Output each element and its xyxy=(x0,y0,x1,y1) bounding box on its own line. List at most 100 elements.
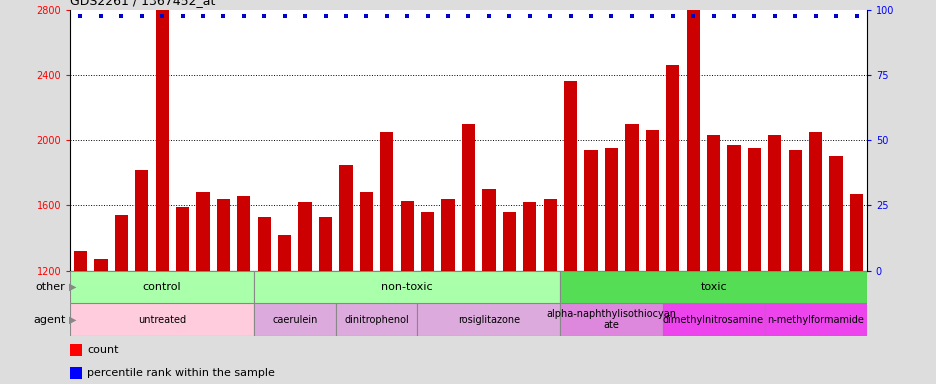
Bar xyxy=(563,81,577,384)
Bar xyxy=(95,259,108,384)
Text: GDS2261 / 1367452_at: GDS2261 / 1367452_at xyxy=(70,0,215,7)
Bar xyxy=(70,303,254,336)
Bar xyxy=(114,215,128,384)
Point xyxy=(502,13,517,19)
Point xyxy=(419,13,434,19)
Bar xyxy=(318,217,332,384)
Bar xyxy=(560,271,866,303)
Bar xyxy=(441,199,454,384)
Point xyxy=(848,13,863,19)
Text: untreated: untreated xyxy=(138,314,186,325)
Bar xyxy=(503,212,516,384)
Bar xyxy=(849,194,862,384)
Bar xyxy=(706,135,720,384)
Point xyxy=(521,13,536,19)
Bar xyxy=(339,165,352,384)
Bar xyxy=(461,124,475,384)
Bar xyxy=(726,145,739,384)
Text: n-methylformamide: n-methylformamide xyxy=(767,314,863,325)
Bar xyxy=(401,200,414,384)
Point xyxy=(665,13,680,19)
Point xyxy=(746,13,761,19)
Point xyxy=(623,13,638,19)
Point xyxy=(583,13,598,19)
Bar xyxy=(522,202,535,384)
Bar xyxy=(70,367,81,379)
Point xyxy=(481,13,496,19)
Point xyxy=(542,13,557,19)
Point xyxy=(338,13,353,19)
Bar xyxy=(584,150,597,384)
Bar xyxy=(216,199,230,384)
Bar xyxy=(662,303,764,336)
Bar xyxy=(420,212,433,384)
Point xyxy=(196,13,211,19)
Point xyxy=(685,13,700,19)
Point xyxy=(73,13,88,19)
Text: control: control xyxy=(142,282,182,292)
Point xyxy=(94,13,109,19)
Point xyxy=(113,13,128,19)
Point xyxy=(175,13,190,19)
Text: caerulein: caerulein xyxy=(272,314,317,325)
Bar xyxy=(176,207,189,384)
Bar xyxy=(335,303,417,336)
Point xyxy=(563,13,578,19)
Text: ▶: ▶ xyxy=(69,282,77,292)
Point xyxy=(134,13,149,19)
Bar xyxy=(764,303,866,336)
Point xyxy=(725,13,740,19)
Bar xyxy=(747,148,760,384)
Bar xyxy=(197,192,210,384)
Bar xyxy=(768,135,781,384)
Bar xyxy=(237,195,250,384)
Point xyxy=(767,13,782,19)
Text: percentile rank within the sample: percentile rank within the sample xyxy=(87,369,275,379)
Point xyxy=(277,13,292,19)
Bar xyxy=(543,199,556,384)
Point xyxy=(604,13,619,19)
Bar xyxy=(74,251,87,384)
Bar xyxy=(299,202,312,384)
Text: rosiglitazone: rosiglitazone xyxy=(458,314,519,325)
Point xyxy=(215,13,230,19)
Point xyxy=(787,13,802,19)
Text: dimethylnitrosamine: dimethylnitrosamine xyxy=(663,314,764,325)
Bar xyxy=(155,10,168,384)
Text: alpha-naphthylisothiocyan
ate: alpha-naphthylisothiocyan ate xyxy=(546,309,676,331)
Bar xyxy=(257,217,271,384)
Bar xyxy=(560,303,662,336)
Point xyxy=(317,13,332,19)
Bar xyxy=(665,65,679,384)
Point xyxy=(256,13,271,19)
Bar xyxy=(808,132,822,384)
Point xyxy=(400,13,415,19)
Bar xyxy=(70,271,254,303)
Text: dinitrophenol: dinitrophenol xyxy=(344,314,408,325)
Point xyxy=(154,13,169,19)
Bar xyxy=(482,189,495,384)
Text: ▶: ▶ xyxy=(69,314,77,325)
Bar xyxy=(624,124,637,384)
Text: count: count xyxy=(87,346,119,356)
Text: agent: agent xyxy=(33,314,66,325)
Point xyxy=(808,13,823,19)
Bar xyxy=(788,150,801,384)
Bar xyxy=(278,235,291,384)
Bar xyxy=(380,132,393,384)
Point xyxy=(644,13,659,19)
Bar xyxy=(417,303,560,336)
Text: other: other xyxy=(36,282,66,292)
Bar xyxy=(828,157,841,384)
Bar xyxy=(645,131,658,384)
Text: toxic: toxic xyxy=(699,282,726,292)
Point xyxy=(358,13,373,19)
Text: non-toxic: non-toxic xyxy=(381,282,432,292)
Point xyxy=(461,13,475,19)
Bar xyxy=(135,170,148,384)
Point xyxy=(706,13,721,19)
Point xyxy=(440,13,455,19)
Point xyxy=(298,13,313,19)
Bar xyxy=(254,271,560,303)
Bar xyxy=(604,148,618,384)
